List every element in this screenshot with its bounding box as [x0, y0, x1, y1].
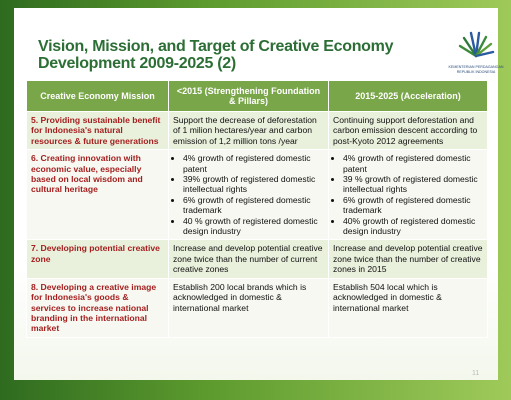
column-header: 2015-2025 (Acceleration)	[328, 80, 488, 112]
list-item: 40% growth of registered domestic design…	[343, 216, 483, 237]
column-header: Creative Economy Mission	[26, 80, 169, 112]
target-cell: 4% growth of registered domestic patent …	[168, 149, 329, 241]
list-item: 4% growth of registered domestic patent	[183, 153, 324, 174]
header-row: Creative Economy Mission <2015 (Strength…	[26, 80, 488, 112]
mission-cell: 5. Providing sustainable benefit for Ind…	[26, 110, 169, 151]
target-cell: 4% growth of registered domestic patent …	[328, 149, 488, 241]
list-item: 39% growth of registered domestic intell…	[183, 174, 324, 195]
target-list: 4% growth of registered domestic patent …	[333, 153, 483, 236]
title-line: Vision, Mission, and Target of Creative …	[38, 38, 394, 55]
column-header: <2015 (Strengthening Foundation & Pillar…	[168, 80, 329, 112]
target-cell: Increase and develop potential creative …	[328, 239, 488, 279]
table-row: 6. Creating innovation with economic val…	[26, 149, 488, 241]
slide-body: Vision, Mission, and Target of Creative …	[14, 8, 503, 380]
list-item: 4% growth of registered domestic patent	[343, 153, 483, 174]
list-item: 6% growth of registered domestic tradema…	[183, 195, 324, 216]
page-number: 11	[472, 370, 480, 377]
list-item: 39 % growth of registered domestic intel…	[343, 174, 483, 195]
logo: KEMENTERIAN PERDAGANGAN REPUBLIK INDONES…	[446, 30, 506, 74]
target-cell: Establish 200 local brands which is ackn…	[168, 277, 329, 338]
list-item: 40 % growth of registered domestic desig…	[183, 216, 324, 237]
logo-mark	[458, 31, 495, 58]
target-list: 4% growth of registered domestic patent …	[173, 153, 324, 236]
mission-cell: 6. Creating innovation with economic val…	[26, 149, 169, 241]
target-cell: Continuing support deforestation and car…	[328, 110, 488, 151]
table-row: 7. Developing potential creative zone In…	[26, 239, 488, 279]
target-cell: Increase and develop potential creative …	[168, 239, 329, 279]
list-item: 6% growth of registered domestic tradema…	[343, 195, 483, 216]
table-row: 5. Providing sustainable benefit for Ind…	[26, 110, 488, 151]
title-line: Development 2009-2025 (2)	[38, 55, 236, 72]
slide-title: Vision, Mission, and Target of Creative …	[38, 38, 393, 72]
target-cell: Support the decrease of deforestation of…	[168, 110, 329, 151]
logo-text: REPUBLIK INDONESIA	[456, 69, 496, 74]
mission-cell: 7. Developing potential creative zone	[26, 239, 169, 279]
logo-text: KEMENTERIAN PERDAGANGAN	[448, 65, 504, 69]
mission-table: Creative Economy Mission <2015 (Strength…	[26, 80, 488, 338]
table-row: 8. Developing a creative image for Indon…	[26, 277, 488, 338]
mission-cell: 8. Developing a creative image for Indon…	[26, 277, 169, 338]
target-cell: Establish 504 local which is acknowledge…	[328, 277, 488, 338]
